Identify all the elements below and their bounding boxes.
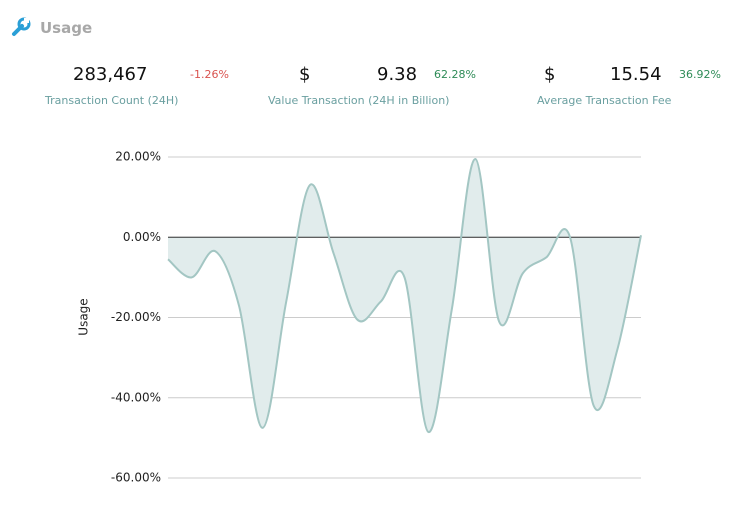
stat-value: 15.54 xyxy=(610,64,662,85)
wrench-icon xyxy=(12,17,31,36)
y-tick-label: 0.00% xyxy=(123,230,161,244)
stat-label: Average Transaction Fee xyxy=(537,94,672,107)
stat-value: 283,467 xyxy=(73,64,148,85)
title: Usage xyxy=(40,19,93,37)
y-tick-label: -40.00% xyxy=(111,390,161,404)
stat-change: -1.26% xyxy=(190,68,229,81)
stat-change: 62.28% xyxy=(434,68,476,81)
currency: $ xyxy=(299,64,311,85)
area-line xyxy=(167,158,642,433)
stat-value: 9.38 xyxy=(377,64,418,85)
y-tick-label: -60.00% xyxy=(111,471,161,485)
y-axis-label: Usage xyxy=(77,298,91,335)
currency: $ xyxy=(544,64,556,85)
area-fill xyxy=(168,158,641,433)
stat-label: Transaction Count (24H) xyxy=(45,94,179,107)
y-tick-label: 20.00% xyxy=(115,150,161,164)
stat-label: Value Transaction (24H in Billion) xyxy=(268,94,450,107)
stat-change: 36.92% xyxy=(679,68,721,81)
y-tick-label: -20.00% xyxy=(111,310,161,324)
